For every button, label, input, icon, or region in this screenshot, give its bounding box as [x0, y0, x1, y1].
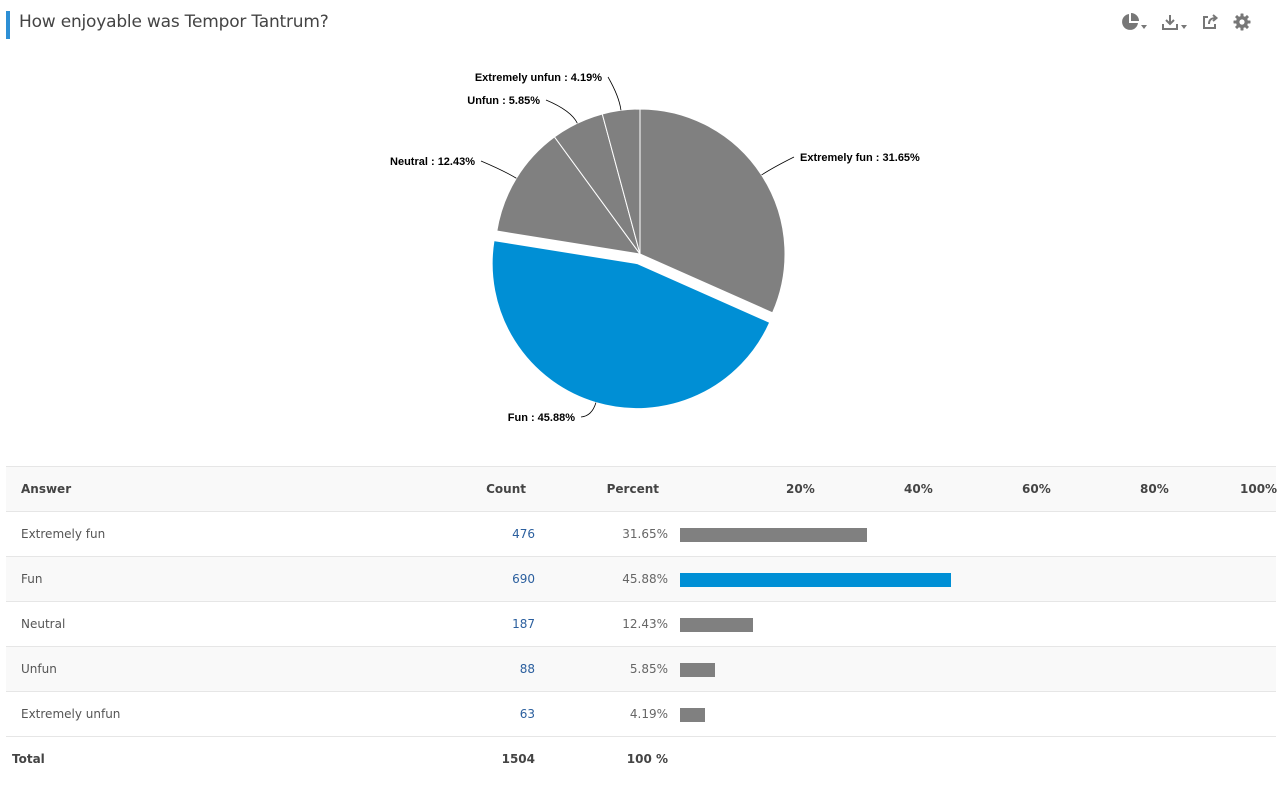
pie-chart: Extremely fun : 31.65% Fun : 45.88% Neutra…: [0, 52, 1287, 452]
pie-label-connector: [580, 402, 597, 418]
row-bar: [680, 618, 754, 632]
row-answer: Extremely unfun: [21, 707, 121, 721]
pie-label-fun: Fun : 45.88%: [508, 412, 575, 424]
settings-button[interactable]: [1233, 12, 1251, 36]
table-total-row: Total 1504 100 %: [6, 736, 1276, 781]
total-percent: 100 %: [626, 752, 668, 766]
pie-slice-extremely-fun[interactable]: [639, 108, 786, 314]
row-bar: [680, 573, 951, 587]
pie-chart-svg: Extremely fun : 31.65% Fun : 45.88% Neutra…: [390, 72, 920, 424]
row-count-link[interactable]: 187: [512, 617, 535, 631]
row-bar: [680, 708, 705, 722]
scale-tick: 60%: [1022, 482, 1051, 496]
chart-type-button[interactable]: [1121, 12, 1147, 36]
pie-label-neutral: Neutral : 12.43%: [390, 156, 475, 168]
row-count-link[interactable]: 476: [512, 527, 535, 541]
row-answer: Neutral: [21, 617, 66, 631]
row-bar: [680, 663, 715, 677]
table-body: Extremely fun 476 31.65% Fun 690 45.88% Neutra…: [6, 511, 1276, 736]
row-answer: Fun: [21, 572, 43, 586]
row-percent: 45.88%: [622, 572, 668, 586]
header-answer: Answer: [21, 482, 72, 496]
pie-label-connector: [480, 160, 517, 179]
header-percent: Percent: [606, 482, 659, 496]
total-count: 1504: [501, 752, 535, 766]
pie-label-connector: [761, 156, 795, 176]
row-count-link[interactable]: 88: [519, 662, 535, 676]
row-percent: 4.19%: [629, 707, 668, 721]
chart-toolbar: [1121, 12, 1251, 36]
scale-tick: 40%: [904, 482, 933, 496]
chevron-down-icon: [1181, 25, 1187, 29]
row-percent: 31.65%: [622, 527, 668, 541]
chart-type-icon: [1121, 13, 1139, 35]
question-header: How enjoyable was Tempor Tantrum?: [0, 0, 1287, 48]
table-row: Fun 690 45.88%: [6, 556, 1276, 601]
share-icon: [1201, 13, 1219, 35]
pie-slice-extremely-unfun[interactable]: [601, 108, 641, 255]
row-count-link[interactable]: 63: [519, 707, 535, 721]
table-header-row: Answer Count Percent 20% 40% 60% 80% 100%: [6, 466, 1278, 511]
row-answer: Unfun: [21, 662, 57, 676]
pie-label-unfun: Unfun : 5.85%: [467, 95, 540, 107]
download-button[interactable]: [1161, 12, 1187, 36]
header-count: Count: [486, 482, 526, 496]
pie-label-connector: [545, 99, 578, 124]
row-count-link[interactable]: 690: [512, 572, 535, 586]
share-button[interactable]: [1201, 12, 1219, 36]
pie-label-extremely-unfun: Extremely unfun : 4.19%: [475, 72, 602, 84]
scale-tick: 80%: [1140, 482, 1169, 496]
table-row: Extremely fun 476 31.65%: [6, 511, 1276, 556]
row-answer: Extremely fun: [21, 527, 106, 541]
table-row: Neutral 187 12.43%: [6, 601, 1276, 646]
results-table: Answer Count Percent 20% 40% 60% 80% 100% Ex…: [6, 466, 1278, 781]
pie-label-connector: [607, 76, 622, 111]
total-label: Total: [12, 752, 45, 766]
table-row: Extremely unfun 63 4.19%: [6, 691, 1276, 736]
chevron-down-icon: [1141, 25, 1147, 29]
question-title: How enjoyable was Tempor Tantrum?: [19, 12, 329, 32]
table-row: Unfun 88 5.85%: [6, 646, 1276, 691]
scale-tick: 20%: [786, 482, 815, 496]
scale-tick: 100%: [1240, 482, 1278, 496]
row-percent: 12.43%: [622, 617, 668, 631]
title-accent-bar: [6, 11, 10, 39]
pie-label-extremely-fun: Extremely fun : 31.65%: [800, 152, 920, 164]
row-percent: 5.85%: [629, 662, 668, 676]
download-icon: [1161, 13, 1179, 35]
settings-icon: [1233, 13, 1251, 35]
row-bar: [680, 528, 867, 542]
